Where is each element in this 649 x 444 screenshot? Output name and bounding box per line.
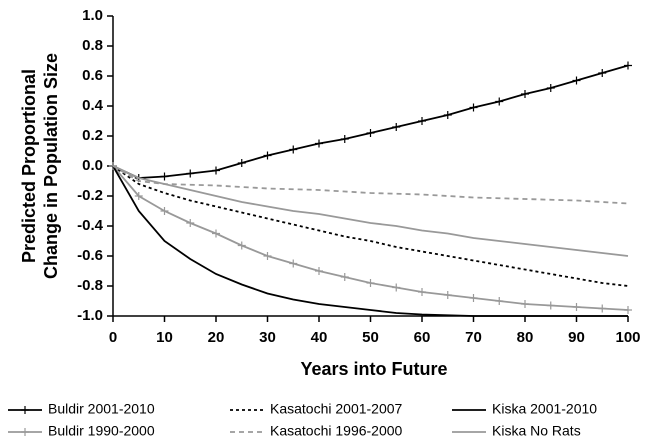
marker — [495, 97, 504, 106]
legend-label: Kiska No Rats — [492, 423, 581, 439]
line — [112, 165, 629, 287]
marker — [289, 145, 298, 154]
y-tick-label: -0.6 — [77, 247, 103, 264]
legend-label: Kasatochi 2001-2007 — [270, 401, 403, 417]
x-tick-label: 10 — [156, 329, 173, 346]
y-tick-label: -0.2 — [77, 187, 103, 204]
x-tick-label: 80 — [517, 329, 534, 346]
x-tick-label: 20 — [208, 329, 225, 346]
marker — [495, 297, 504, 305]
marker — [134, 192, 143, 200]
marker — [21, 428, 29, 436]
line — [112, 165, 628, 317]
marker — [624, 306, 632, 314]
marker — [340, 135, 349, 143]
marker — [392, 123, 401, 131]
marker — [289, 259, 298, 268]
legend-label: Kasatochi 1996-2000 — [270, 423, 403, 439]
x-tick-label: 50 — [362, 329, 379, 346]
marker — [366, 279, 375, 287]
marker — [315, 139, 323, 148]
marker — [624, 61, 632, 70]
legend-label: Buldir 1990-2000 — [48, 423, 155, 439]
marker — [237, 241, 246, 250]
marker — [418, 288, 426, 296]
y-tick-label: -0.8 — [77, 277, 103, 294]
marker — [212, 229, 220, 238]
marker — [160, 207, 169, 215]
x-tick-label: 90 — [568, 329, 585, 346]
marker — [572, 76, 581, 85]
marker — [212, 166, 220, 175]
y-axis-label-line: Change in Population Size — [41, 53, 61, 279]
legend-label: Buldir 2001-2010 — [48, 401, 155, 417]
marker — [546, 301, 555, 310]
y-tick-label: 0.0 — [82, 157, 103, 174]
x-tick-label: 0 — [109, 329, 117, 346]
marker — [469, 294, 478, 302]
marker — [418, 117, 426, 125]
y-tick-label: 0.4 — [82, 97, 104, 114]
x-tick-label: 40 — [311, 329, 328, 346]
marker — [340, 273, 349, 281]
marker — [392, 283, 401, 292]
marker — [237, 159, 246, 167]
y-tick-label: 0.6 — [82, 67, 103, 84]
marker — [443, 291, 452, 299]
y-tick-label: -1.0 — [77, 307, 103, 324]
line — [112, 165, 629, 311]
marker — [21, 406, 29, 414]
x-tick-label: 100 — [615, 329, 640, 346]
x-tick-label: 30 — [259, 329, 276, 346]
y-tick-label: 0.2 — [82, 127, 103, 144]
marker — [469, 103, 478, 112]
y-axis-label-line: Predicted Proportional — [19, 69, 39, 263]
line — [112, 64, 629, 179]
marker — [546, 84, 555, 92]
x-tick-label: 60 — [414, 329, 431, 346]
marker — [598, 69, 607, 77]
marker — [263, 252, 272, 260]
marker — [186, 219, 195, 227]
y-tick-label: 0.8 — [82, 37, 103, 54]
legend-label: Kiska 2001-2010 — [492, 401, 597, 417]
line — [112, 165, 629, 205]
x-axis-label: Years into Future — [300, 359, 447, 379]
marker — [160, 172, 169, 181]
marker — [598, 304, 607, 313]
line — [112, 165, 629, 257]
y-tick-label: 1.0 — [82, 7, 103, 24]
y-axis-label: Predicted Proportional Change in Populat… — [19, 53, 61, 279]
marker — [572, 303, 581, 311]
x-tick-label: 70 — [465, 329, 482, 346]
y-tick-label: -0.4 — [77, 217, 104, 234]
marker — [263, 151, 272, 160]
marker — [186, 169, 195, 178]
marker — [521, 300, 529, 308]
marker — [521, 90, 529, 98]
marker — [443, 111, 452, 119]
marker — [366, 129, 375, 137]
marker — [315, 267, 323, 275]
